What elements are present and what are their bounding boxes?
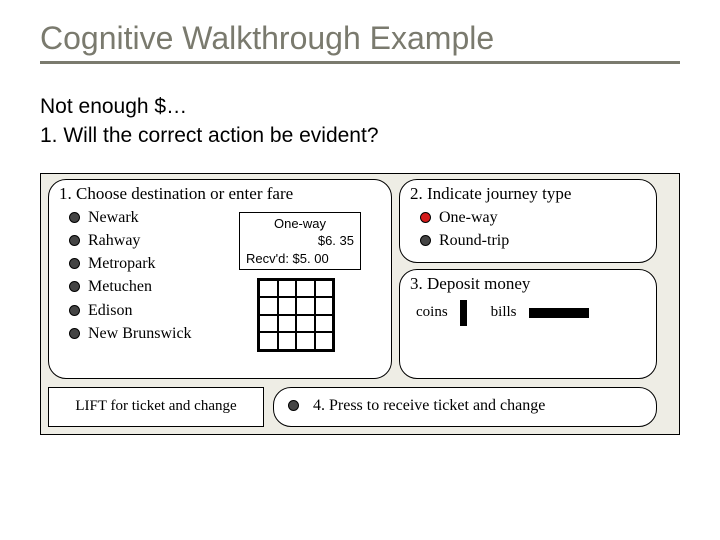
journey-type-label: One-way [439,206,498,229]
panel-choose-destination: 1. Choose destination or enter fare Newa… [48,179,392,379]
journey-type-item[interactable]: Round-trip [420,229,646,252]
subtitle-line-2: 1. Will the correct action be evident? [40,121,680,150]
lift-door[interactable]: LIFT for ticket and change [48,387,264,427]
panel4-text: 4. Press to receive ticket and change [313,397,545,415]
destination-label: Metuchen [88,275,152,298]
money-slots-row: coins bills [410,300,646,326]
radio-icon [420,235,431,246]
radio-icon [288,400,299,411]
radio-icon-selected [420,212,431,223]
fare-line-trip: One-way [246,215,354,233]
slide-title: Cognitive Walkthrough Example [40,20,680,64]
panel2-title: 2. Indicate journey type [410,184,646,204]
panel-journey-type: 2. Indicate journey type One-way Round-t… [399,179,657,263]
fare-line-price: $6. 35 [246,232,354,250]
destination-label: Newark [88,206,139,229]
panel3-title: 3. Deposit money [410,274,646,294]
fare-display: One-way $6. 35 Recv'd: $5. 00 [239,212,361,271]
coins-label: coins [416,304,448,321]
destination-label: Edison [88,299,132,322]
destination-label: New Brunswick [88,322,192,345]
journey-type-item[interactable]: One-way [420,206,646,229]
radio-icon [69,305,80,316]
lift-label: LIFT for ticket and change [75,398,236,415]
coin-slot-icon[interactable] [460,300,467,326]
radio-icon [69,281,80,292]
panel-deposit-money: 3. Deposit money coins bills [399,269,657,379]
bills-label: bills [491,304,517,321]
subtitle-line-1: Not enough $… [40,92,680,121]
radio-icon [69,258,80,269]
panel1-title: 1. Choose destination or enter fare [59,184,381,204]
kiosk-frame: 1. Choose destination or enter fare Newa… [40,173,680,435]
subtitle-block: Not enough $… 1. Will the correct action… [40,92,680,151]
destination-label: Rahway [88,229,140,252]
destination-label: Metropark [88,252,156,275]
fare-line-received: Recv'd: $5. 00 [246,250,354,268]
journey-type-list: One-way Round-trip [420,206,646,252]
bill-slot-icon[interactable] [529,308,589,318]
numeric-keypad[interactable] [257,278,335,352]
radio-icon [69,328,80,339]
panel-press-receive[interactable]: 4. Press to receive ticket and change [273,387,657,427]
radio-icon [69,212,80,223]
journey-type-label: Round-trip [439,229,509,252]
radio-icon [69,235,80,246]
